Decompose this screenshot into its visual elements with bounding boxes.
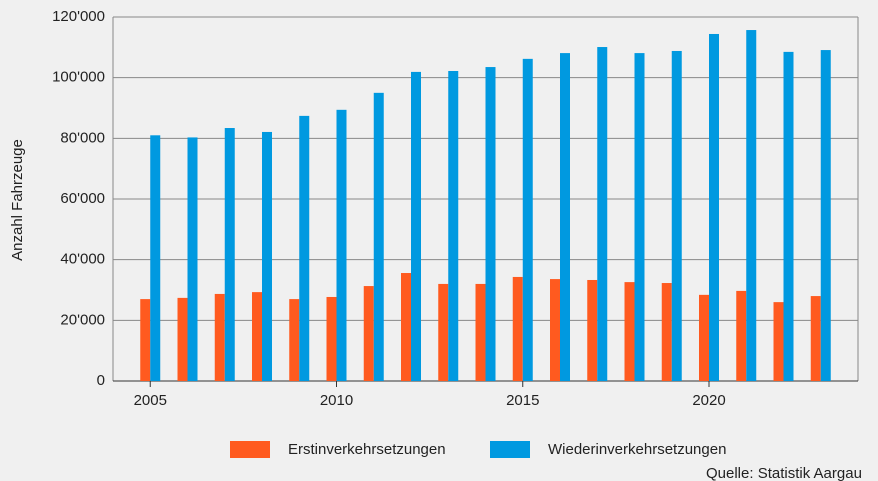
bar bbox=[624, 282, 635, 381]
bar bbox=[810, 296, 821, 381]
bar bbox=[150, 135, 161, 381]
x-tick-label: 2010 bbox=[320, 392, 353, 409]
bar bbox=[587, 279, 598, 381]
bar bbox=[336, 109, 347, 381]
bar bbox=[140, 299, 151, 381]
bar bbox=[699, 294, 709, 381]
y-tick-label: 120'000 bbox=[52, 8, 105, 25]
bar bbox=[262, 131, 272, 381]
bar bbox=[401, 273, 411, 381]
bar bbox=[363, 286, 374, 381]
bar bbox=[560, 53, 570, 381]
bar bbox=[746, 30, 757, 381]
source: Quelle: Statistik Aargau bbox=[706, 465, 862, 481]
bar bbox=[252, 292, 262, 381]
bar bbox=[634, 53, 645, 381]
bar bbox=[736, 290, 747, 381]
legend-swatch bbox=[490, 441, 530, 458]
bar bbox=[411, 71, 421, 382]
bar bbox=[550, 279, 560, 381]
bar bbox=[783, 51, 794, 382]
bar bbox=[773, 302, 784, 381]
bar bbox=[485, 67, 496, 382]
bar bbox=[671, 50, 682, 382]
bar bbox=[475, 283, 486, 381]
x-tick-label: 2020 bbox=[692, 392, 725, 409]
y-tick-label: 20'000 bbox=[60, 311, 105, 328]
x-tick-label: 2015 bbox=[506, 392, 539, 409]
legend-label: Wiederinverkehrsetzungen bbox=[548, 441, 726, 458]
y-tick-label: 0 bbox=[97, 372, 105, 389]
y-tick-label: 60'000 bbox=[60, 190, 105, 207]
bar bbox=[224, 128, 235, 381]
y-tick-label: 40'000 bbox=[60, 251, 105, 268]
bar bbox=[597, 47, 608, 381]
bar bbox=[522, 58, 533, 382]
bar bbox=[289, 299, 300, 381]
bar bbox=[177, 297, 188, 381]
bar bbox=[448, 70, 459, 381]
legend-label: Erstinverkehrsetzungen bbox=[288, 441, 446, 458]
bar bbox=[709, 33, 719, 382]
y-axis-label: Anzahl Fahrzeuge bbox=[9, 139, 26, 261]
bar bbox=[187, 137, 198, 381]
y-tick-label: 80'000 bbox=[60, 129, 105, 146]
x-tick-label: 2005 bbox=[134, 392, 167, 409]
bar bbox=[438, 283, 449, 381]
bar bbox=[326, 296, 337, 381]
bar bbox=[214, 293, 225, 381]
bar bbox=[820, 50, 831, 382]
bar bbox=[512, 276, 523, 381]
bar bbox=[373, 92, 384, 381]
bar bbox=[299, 115, 310, 382]
bar bbox=[661, 283, 672, 381]
y-tick-label: 100'000 bbox=[52, 69, 105, 86]
legend-swatch bbox=[230, 441, 270, 458]
